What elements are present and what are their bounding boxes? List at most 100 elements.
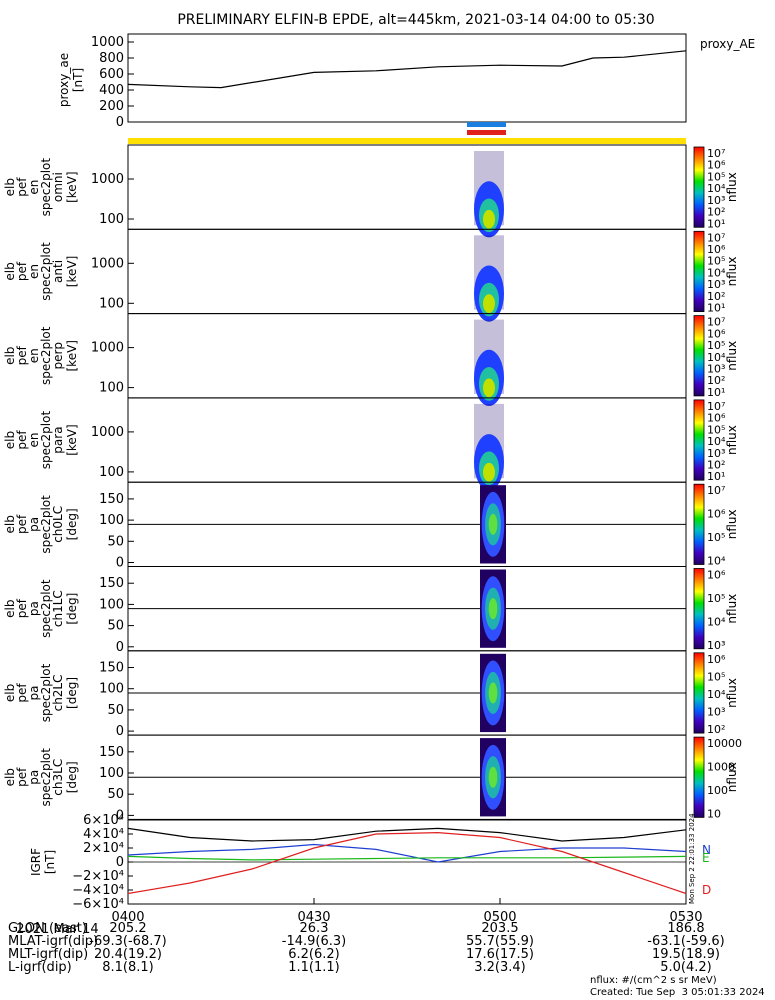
panel-ylabel-line: pef bbox=[15, 177, 29, 197]
colorbar-label: nflux bbox=[725, 762, 739, 792]
colorbar-tick-label: 10⁵ bbox=[707, 531, 725, 544]
igrf-ytick-label: 2×10⁴ bbox=[83, 841, 124, 856]
colorbar-tick-label: 10⁶ bbox=[707, 243, 726, 256]
proxy-ae-ytick-label: 200 bbox=[99, 99, 124, 114]
panel-ytick-label: 100 bbox=[99, 682, 124, 697]
panel-ytick-label: 50 bbox=[107, 619, 124, 634]
panel-ytick-label: 150 bbox=[99, 576, 124, 591]
time-row-date: 2021 Mar 14 bbox=[8, 907, 98, 937]
panel-ylabel-line: [deg] bbox=[65, 508, 79, 540]
colorbar-tick-label: 10⁶ bbox=[707, 569, 726, 582]
ephemeris-row-label: MLT-igrf(dip) bbox=[8, 947, 89, 962]
colorbar-tick-label: 10³ bbox=[707, 278, 725, 291]
ephemeris-value: 205.2 bbox=[109, 921, 147, 936]
colorbar-tick-label: 10⁷ bbox=[707, 147, 725, 160]
colorbar-tick-label: 10⁴ bbox=[707, 435, 726, 448]
panel-colorbar bbox=[693, 483, 705, 565]
colorbar-tick-label: 10⁷ bbox=[707, 400, 725, 413]
igrf-ytick-label: −4×10⁴ bbox=[72, 883, 124, 898]
igrf-e-line bbox=[127, 855, 687, 861]
panel-ylabel-line: [deg] bbox=[65, 761, 79, 793]
colorbar-label: nflux bbox=[725, 678, 739, 708]
panel-colorbar bbox=[693, 315, 705, 397]
ephemeris-value: 186.8 bbox=[667, 921, 705, 936]
panel-ylabel-line: anti bbox=[51, 260, 65, 283]
colorbar-tick-label: 10³ bbox=[707, 706, 725, 719]
colorbar-tick-label: 10⁵ bbox=[707, 255, 725, 268]
igrf-ytick-label: −2×10⁴ bbox=[72, 869, 124, 884]
panel-ytick-label: 1000 bbox=[91, 256, 124, 271]
spectrum-max bbox=[483, 462, 495, 482]
panel-ylabel-line: spec2plot bbox=[39, 242, 53, 301]
colorbar-label: nflux bbox=[725, 509, 739, 539]
panel-ylabel-line: [keV] bbox=[65, 340, 79, 371]
colorbar-tick-label: 10⁵ bbox=[707, 170, 725, 183]
panel-ylabel-line: pef bbox=[15, 767, 29, 787]
panel-ylabel-line: elb bbox=[3, 768, 17, 786]
ephemeris-value: -14.9(6.3) bbox=[281, 934, 347, 949]
panel-ytick-label: 150 bbox=[99, 745, 124, 760]
time-tick-label: 0530 bbox=[669, 910, 702, 925]
colorbar-tick-label: 10⁷ bbox=[707, 316, 725, 329]
panel-ylabel-line: pa bbox=[27, 517, 41, 532]
ephemeris-value: -69.3(-68.7) bbox=[89, 934, 167, 949]
spectrum-max bbox=[488, 766, 498, 788]
colorbar-tick-label: 10⁵ bbox=[707, 339, 725, 352]
panel-ylabel-line: para bbox=[51, 426, 65, 453]
colorbar-tick-label: 10² bbox=[707, 458, 725, 471]
ephemeris-value: 26.3 bbox=[299, 921, 329, 936]
ephemeris-value: 3.2(3.4) bbox=[474, 960, 526, 975]
colorbar-tick-label: 10⁵ bbox=[707, 670, 725, 683]
ephemeris-value: 6.2(6.2) bbox=[288, 947, 340, 962]
panel-ylabel-line: ch2LC bbox=[51, 674, 65, 711]
footer-created: Created: Tue Sep 3 05:01:33 2024 bbox=[590, 987, 765, 998]
ephemeris-value: 55.7(55.9) bbox=[465, 934, 535, 949]
ephemeris-value: 8.1(8.1) bbox=[102, 960, 154, 975]
colorbar-tick-label: 10⁶ bbox=[707, 327, 726, 340]
panel-ylabel-line: elb bbox=[3, 684, 17, 702]
igrf-total-line bbox=[127, 827, 687, 842]
igrf-ylabel: IGRF bbox=[29, 848, 43, 876]
colorbar-tick-label: 10⁵ bbox=[707, 592, 725, 605]
colorbar-tick-label: 10⁶ bbox=[707, 653, 726, 666]
colorbar-tick-label: 10⁴ bbox=[707, 266, 726, 279]
colorbar-tick-label: 10¹ bbox=[707, 217, 725, 230]
colorbar-tick-label: 10² bbox=[707, 374, 725, 387]
igrf-ylabel-unit: [nT] bbox=[43, 850, 57, 874]
spectrum-max bbox=[483, 294, 495, 313]
time-tick-label: 0430 bbox=[297, 910, 330, 925]
panel-colorbar bbox=[693, 652, 705, 734]
colorbar-tick-label: 10 bbox=[707, 807, 721, 820]
igrf-label-e: E bbox=[702, 851, 710, 865]
panel-ylabel-line: perp bbox=[51, 342, 65, 370]
panel-colorbar bbox=[693, 230, 705, 313]
ephemeris-row-label: MLAT-igrf(dip) bbox=[8, 934, 99, 949]
colorbar-tick-label: 10⁴ bbox=[707, 351, 726, 364]
ephemeris-value: 20.4(19.2) bbox=[93, 947, 163, 962]
time-tick-label: 0500 bbox=[483, 910, 516, 925]
colorbar-tick-label: 10⁶ bbox=[707, 412, 726, 425]
colorbar-label: nflux bbox=[725, 341, 739, 371]
panel-colorbar bbox=[693, 399, 705, 481]
ephemeris-value: 203.5 bbox=[481, 921, 519, 936]
spectrum-max bbox=[488, 513, 498, 535]
panel-ytick-label: 100 bbox=[99, 212, 124, 227]
panel-colorbar bbox=[693, 146, 705, 228]
panel-ylabel-line: elb bbox=[3, 262, 17, 280]
status-bar-red bbox=[467, 130, 506, 135]
panel-spectrum bbox=[480, 738, 506, 817]
panel-spectrum bbox=[474, 235, 504, 322]
panel-ylabel-line: [deg] bbox=[65, 677, 79, 709]
colorbar-tick-label: 10⁶ bbox=[707, 508, 726, 521]
panel-ylabel-line: pef bbox=[15, 598, 29, 618]
time-axis-ticks: 0400 0430 0500 0530 bbox=[111, 898, 703, 925]
panel-ytick-label: 1000 bbox=[91, 341, 124, 356]
colorbar-label: nflux bbox=[725, 594, 739, 624]
time-tick-label: 0400 bbox=[111, 910, 144, 925]
panel-ylabel-line: pef bbox=[15, 261, 29, 281]
panel-ylabel-line: [keV] bbox=[65, 256, 79, 287]
